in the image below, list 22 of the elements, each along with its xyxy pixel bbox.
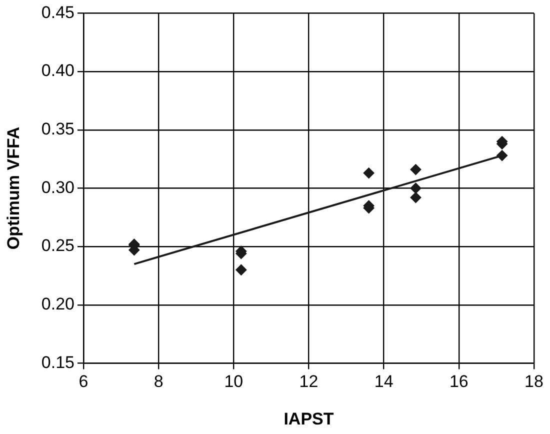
point	[236, 264, 247, 276]
point	[496, 150, 508, 162]
y-tick-label: 0.35	[41, 120, 74, 139]
y-tick-label: 0.30	[41, 178, 74, 197]
point	[410, 192, 422, 204]
y-tick-label: 0.25	[41, 236, 74, 256]
x-tick-label: 18	[524, 372, 544, 392]
y-tick-label: 0.20	[41, 294, 74, 314]
point	[410, 164, 422, 176]
x-tick-label: 12	[299, 372, 318, 392]
y-tick-label: 0.15	[41, 352, 74, 372]
x-tick-label: 8	[154, 372, 164, 392]
x-tick-label: 6	[78, 372, 88, 392]
y-tick-label: 0.45	[41, 2, 74, 22]
point	[410, 182, 422, 194]
x-axis-title: IAPST	[284, 409, 334, 428]
y-tick-label: 0.40	[41, 61, 74, 80]
x-tick-label: 14	[374, 372, 394, 392]
point	[363, 168, 374, 179]
y-axis-title: Optimum VFFA	[4, 126, 23, 250]
x-tick-label: 16	[449, 372, 468, 392]
x-tick-label: 10	[224, 372, 244, 392]
